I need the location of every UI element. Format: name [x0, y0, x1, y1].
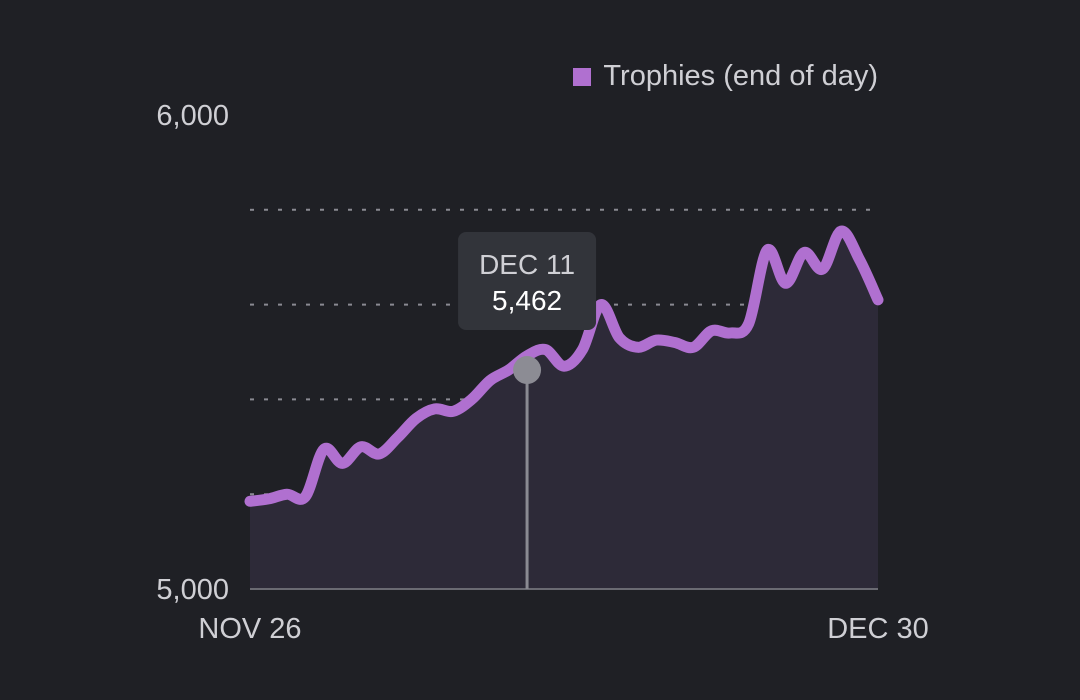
tooltip-date: DEC 11 [479, 249, 575, 280]
tooltip-marker[interactable] [513, 356, 542, 385]
trophies-line [244, 225, 884, 507]
x-tick-label-end: DEC 30 [827, 613, 929, 645]
legend: Trophies (end of day) [573, 60, 878, 93]
tooltip-value: 5,462 [492, 285, 562, 316]
y-tick-label-min: 5,000 [156, 574, 229, 606]
trophies-area [250, 231, 878, 590]
y-tick-label-max: 6,000 [156, 100, 229, 132]
tooltip: DEC 11 5,462 [458, 232, 597, 331]
x-tick-label-start: NOV 26 [198, 613, 301, 645]
tooltip-box [458, 232, 597, 331]
legend-swatch [573, 67, 592, 86]
legend-label: Trophies (end of day) [603, 60, 878, 92]
